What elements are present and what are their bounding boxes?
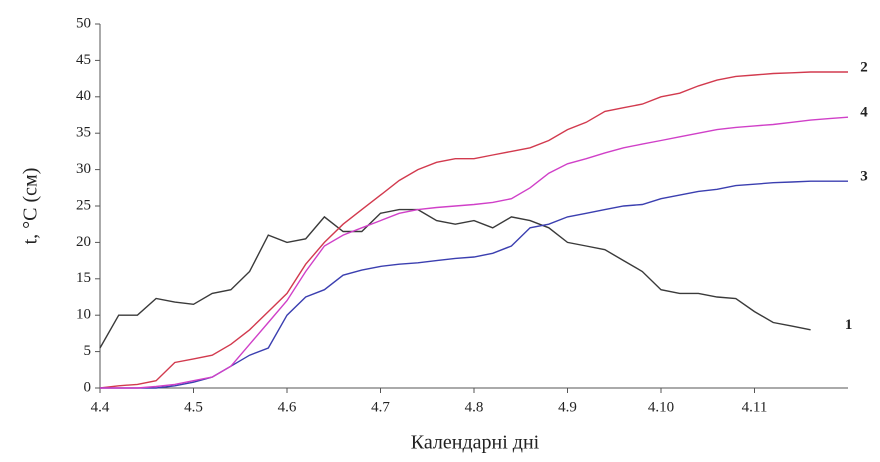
series-line xyxy=(99,71,848,389)
x-tick-label: 4.7 xyxy=(371,399,390,415)
series-label: 4 xyxy=(860,105,868,121)
y-tick-label: 35 xyxy=(76,125,91,141)
y-axis-title: t, °C (см) xyxy=(20,168,42,245)
y-tick-label: 45 xyxy=(76,52,91,68)
x-tick-label: 4.9 xyxy=(558,399,577,415)
y-tick-label: 5 xyxy=(84,343,92,359)
y-tick-label: 15 xyxy=(76,270,91,286)
y-tick-label: 50 xyxy=(76,15,91,31)
series-label: 1 xyxy=(845,317,853,333)
x-tick-label: 4.6 xyxy=(278,399,297,415)
y-tick-label: 30 xyxy=(76,161,91,177)
series-line xyxy=(100,116,849,389)
y-tick-label: 0 xyxy=(84,379,92,395)
x-tick-label: 4.8 xyxy=(465,399,484,415)
y-tick-label: 10 xyxy=(76,307,91,323)
series-label: 2 xyxy=(860,59,868,75)
series-line xyxy=(99,208,811,349)
x-axis-title: Календарні дні xyxy=(411,432,540,454)
series-label: 3 xyxy=(860,169,868,185)
x-tick-label: 4.4 xyxy=(91,399,110,415)
y-tick-label: 20 xyxy=(76,234,91,250)
x-tick-label: 4.11 xyxy=(742,399,768,415)
series-line xyxy=(100,180,848,389)
y-tick-label: 25 xyxy=(76,197,91,213)
x-tick-label: 4.10 xyxy=(648,399,674,415)
x-tick-label: 4.5 xyxy=(184,399,203,415)
y-tick-label: 40 xyxy=(76,88,91,104)
